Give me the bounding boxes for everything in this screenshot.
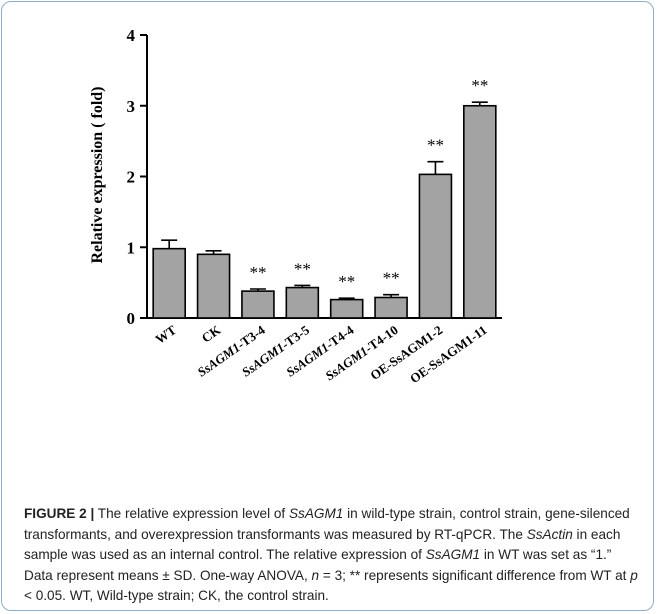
caption-text: < 0.05. WT, Wild-type strain; CK, the co… xyxy=(24,588,329,603)
significance-label: ** xyxy=(383,269,400,288)
x-tick-label: WT xyxy=(153,322,180,347)
x-tick-label: CK xyxy=(199,322,224,346)
y-tick-label: 1 xyxy=(127,238,136,257)
caption-text: in wild-type strain, control strain, gen… xyxy=(24,506,630,542)
caption-var: n xyxy=(311,567,320,583)
y-tick-label: 4 xyxy=(127,26,136,45)
bar xyxy=(241,290,275,319)
bar xyxy=(418,173,453,319)
caption-text: The relative expression level of xyxy=(94,506,289,521)
bar xyxy=(196,253,231,319)
caption-text: in each sample was used as an internal c… xyxy=(24,526,621,563)
y-axis-label: Relative expression ( fold) xyxy=(89,86,106,263)
y-tick-label: 0 xyxy=(127,309,136,328)
y-tick-label: 3 xyxy=(127,97,136,116)
significance-label: ** xyxy=(471,76,488,95)
significance-label: ** xyxy=(294,259,311,278)
chart-bars: ** ** ** ** ** ** xyxy=(152,76,497,319)
caption-gene: SsActin xyxy=(526,526,573,542)
caption-text: = 3; ** represents significant differenc… xyxy=(319,567,631,583)
caption-gene: SsAGM1 xyxy=(288,506,344,521)
significance-label: ** xyxy=(338,272,355,291)
y-tick-label: 2 xyxy=(127,168,136,187)
bar xyxy=(152,247,186,319)
bar xyxy=(463,104,497,319)
significance-label: ** xyxy=(249,263,266,282)
caption-var: p xyxy=(630,567,638,583)
figure-label: FIGURE 2 | xyxy=(24,506,95,521)
figure-caption: FIGURE 2 | The relative expression level… xyxy=(24,504,639,607)
bar xyxy=(374,296,408,319)
significance-label: ** xyxy=(427,136,444,155)
caption-gene: SsAGM1 xyxy=(425,547,481,562)
bar xyxy=(329,298,364,319)
caption-text: in WT was set as “1.” Data represent mea… xyxy=(24,547,612,583)
bar xyxy=(285,286,320,319)
x-tick-label: OE-SsAGM1-11 xyxy=(407,322,490,386)
x-tick-labels: WT CKSsAGM1-T3-4SsAGM1-T3-5SsAGM1-T4-4SsA… xyxy=(153,322,490,387)
